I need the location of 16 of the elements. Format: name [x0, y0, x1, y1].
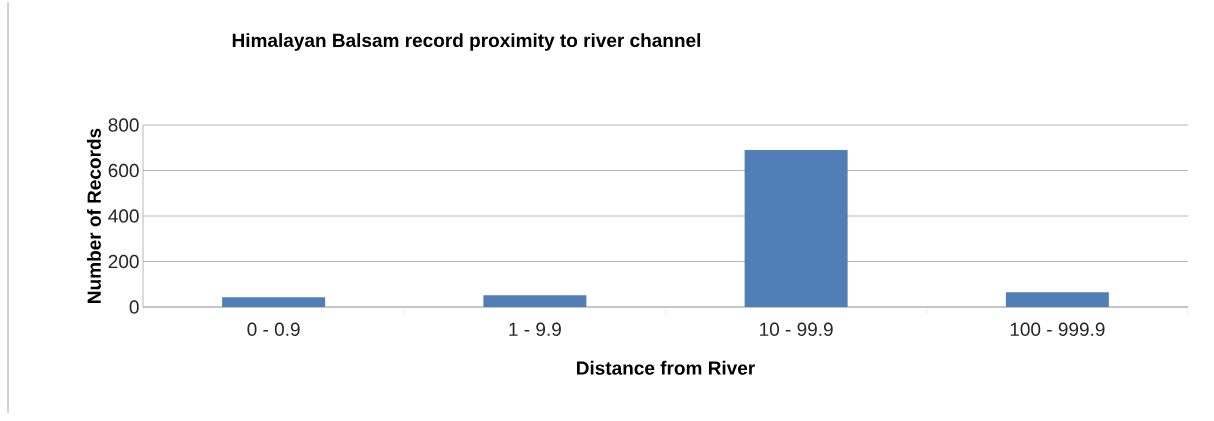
- y-tick-label: 400: [108, 209, 139, 223]
- x-axis-title: Distance from River: [577, 360, 755, 375]
- y-tick-label: 200: [108, 254, 139, 269]
- y-tick-label: 800: [108, 118, 139, 132]
- bar: [222, 297, 326, 307]
- bar: [744, 150, 848, 307]
- x-tick-label: 100 - 999.9: [1010, 322, 1105, 336]
- y-tick-label: 0: [129, 300, 139, 314]
- y-axis-title: Number of Records: [86, 128, 101, 303]
- x-tick-label: 1 - 9.9: [509, 322, 561, 336]
- x-tick-label: 10 - 99.9: [760, 322, 833, 336]
- bar: [483, 295, 587, 307]
- chart-title: Himalayan Balsam record proximity to river channel: [232, 33, 701, 51]
- x-tick-label: 0 - 0.9: [247, 322, 300, 336]
- y-tick-label: 600: [108, 163, 139, 178]
- bar: [1005, 292, 1109, 307]
